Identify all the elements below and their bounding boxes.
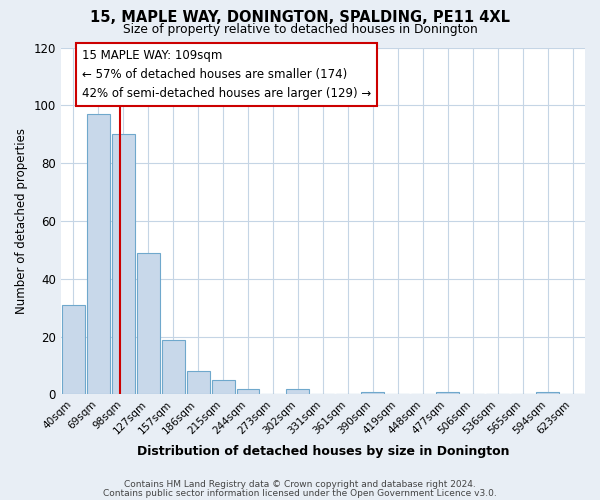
Bar [436,392,459,394]
Bar [361,392,385,394]
Bar [137,253,160,394]
Text: Contains public sector information licensed under the Open Government Licence v3: Contains public sector information licen… [103,488,497,498]
Bar [161,340,185,394]
Bar [536,392,559,394]
Bar [236,388,259,394]
Bar [286,388,310,394]
Y-axis label: Number of detached properties: Number of detached properties [15,128,28,314]
Text: 15, MAPLE WAY, DONINGTON, SPALDING, PE11 4XL: 15, MAPLE WAY, DONINGTON, SPALDING, PE11… [90,10,510,25]
Bar [212,380,235,394]
Text: Size of property relative to detached houses in Donington: Size of property relative to detached ho… [122,22,478,36]
X-axis label: Distribution of detached houses by size in Donington: Distribution of detached houses by size … [137,444,509,458]
Bar [87,114,110,394]
Bar [112,134,134,394]
Text: 15 MAPLE WAY: 109sqm
← 57% of detached houses are smaller (174)
42% of semi-deta: 15 MAPLE WAY: 109sqm ← 57% of detached h… [82,49,371,100]
Bar [187,372,209,394]
Bar [62,305,85,394]
Text: Contains HM Land Registry data © Crown copyright and database right 2024.: Contains HM Land Registry data © Crown c… [124,480,476,489]
